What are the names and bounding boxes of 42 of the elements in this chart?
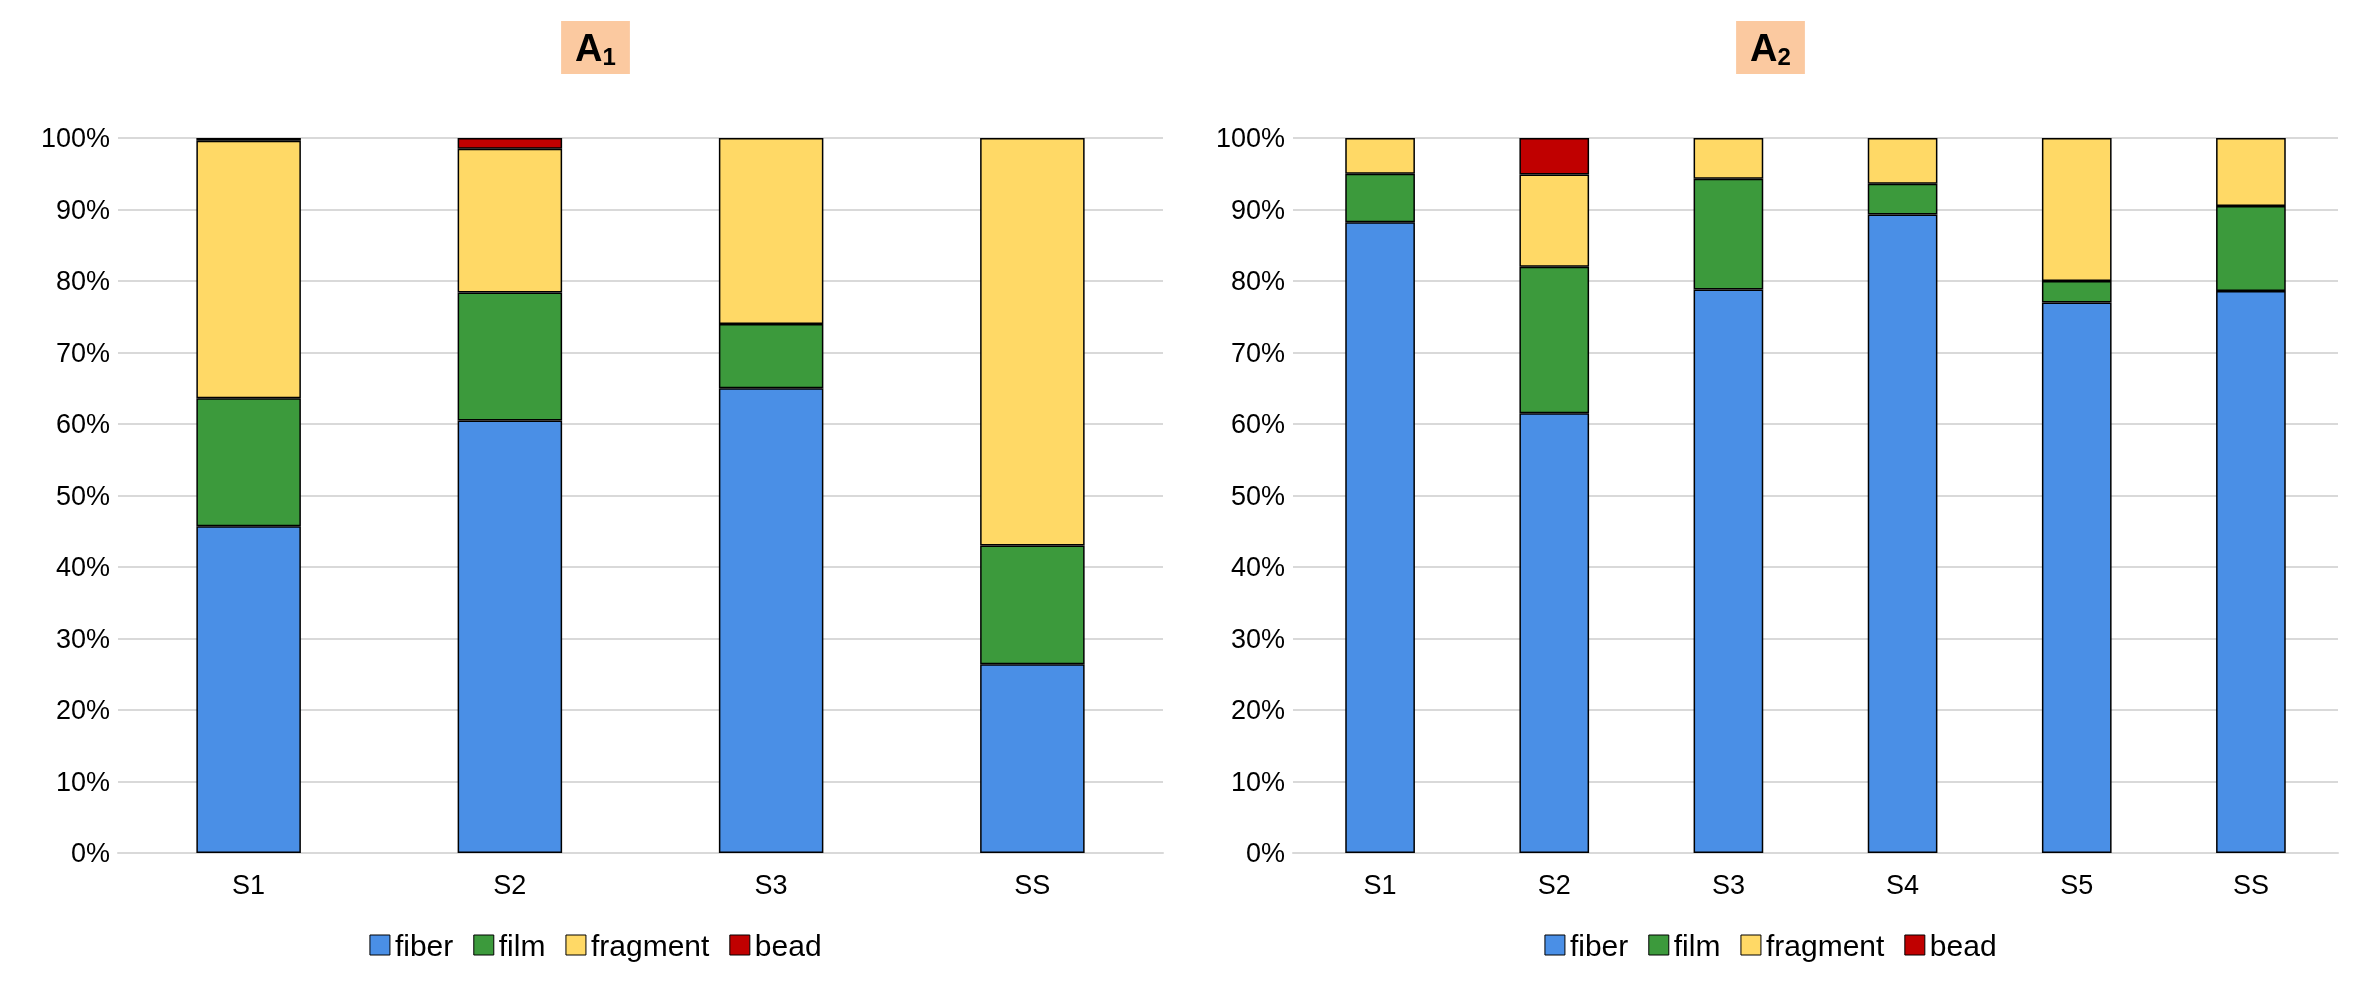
y-tick-label: 60% [1230,409,1285,439]
y-tick-label: 70% [55,337,110,368]
y-tick-label: 30% [1230,623,1285,654]
legend-label: fragment [590,928,710,962]
y-tick-label: 0% [70,838,110,868]
legend-label: fiber [394,928,454,962]
x-tick-label: S4 [1886,869,1920,900]
x-tick-label: S1 [232,869,266,900]
y-tick-label: 0% [1245,838,1285,868]
chart-title: A2 [1750,27,1791,70]
x-tick-label: SS [2232,869,2269,900]
legend-label: fiber [1569,928,1629,962]
y-tick-label: 100% [40,123,110,153]
y-tick-label: 10% [55,766,110,797]
x-tick-label: S3 [1711,869,1745,900]
y-tick-label: 60% [55,409,110,439]
legend-label: film [498,928,546,962]
x-tick-label: S2 [1537,869,1571,900]
legend-label: bead [1929,928,1997,962]
y-tick-label: 10% [1230,766,1285,797]
legend-label: fragment [1765,928,1885,962]
x-tick-label: SS [1014,869,1051,900]
x-tick-label: S3 [754,869,788,900]
y-tick-label: 100% [1215,123,1285,153]
x-tick-label: S1 [1363,869,1397,900]
y-tick-label: 50% [55,480,110,511]
y-tick-label: 90% [1230,194,1285,225]
legend-label: bead [754,928,822,962]
y-tick-label: 20% [55,695,110,725]
chart-title: A1 [575,27,616,70]
y-tick-label: 80% [55,266,110,296]
y-tick-label: 40% [55,552,110,582]
x-tick-label: S5 [2060,869,2094,900]
y-tick-label: 20% [1230,695,1285,725]
legend-label: film [1673,928,1721,962]
y-tick-label: 50% [1230,480,1285,511]
x-tick-label: S2 [493,869,527,900]
y-tick-label: 70% [1230,337,1285,368]
y-tick-label: 90% [55,194,110,225]
y-tick-label: 30% [55,623,110,654]
y-tick-label: 80% [1230,266,1285,296]
y-tick-label: 40% [1230,552,1285,582]
